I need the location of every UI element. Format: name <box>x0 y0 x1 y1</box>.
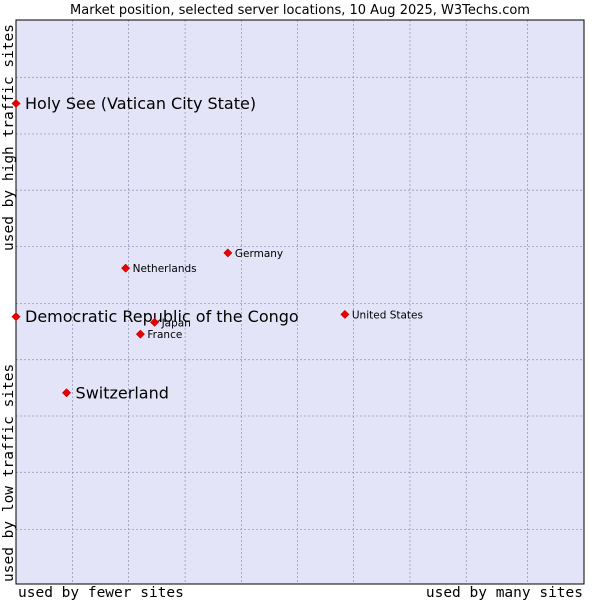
point-marker-democratic-republic-of-the-congo <box>11 312 21 322</box>
point-marker-holy-see-vatican-city-state <box>11 98 21 109</box>
point-marker-netherlands <box>121 263 131 273</box>
point-label-germany: Germany <box>235 248 283 260</box>
point-label-democratic-republic-of-the-congo: Democratic Republic of the Congo <box>25 307 299 326</box>
grid-lines <box>16 20 584 584</box>
point-marker-united-states <box>340 309 350 319</box>
point-marker-germany <box>223 248 233 258</box>
point-label-france: France <box>147 329 182 341</box>
point-label-switzerland: Switzerland <box>76 383 169 402</box>
point-label-japan: Japan <box>161 317 191 329</box>
data-points: Holy See (Vatican City State) Democratic … <box>11 94 423 402</box>
point-label-netherlands: Netherlands <box>133 263 197 275</box>
y-axis-label-low: used by low traffic sites <box>1 364 17 582</box>
point-label-holy-see-vatican-city-state: Holy See (Vatican City State) <box>25 94 256 113</box>
chart-title: Market position, selected server locatio… <box>70 3 530 18</box>
plot-border <box>15 19 585 585</box>
x-axis-label-low: used by fewer sites <box>18 585 184 600</box>
point-label-united-states: United States <box>352 309 423 321</box>
x-axis-label-high: used by many sites <box>426 585 583 600</box>
point-marker-switzerland <box>61 388 72 398</box>
plot-area <box>16 20 584 584</box>
y-axis-label-high: used by high traffic sites <box>1 24 17 251</box>
point-marker-france <box>135 329 145 339</box>
point-marker-japan <box>150 317 160 327</box>
